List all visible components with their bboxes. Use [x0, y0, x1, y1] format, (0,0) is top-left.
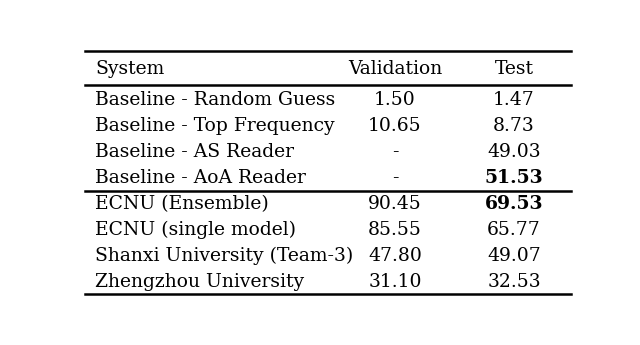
Text: 49.07: 49.07 [487, 247, 541, 265]
Text: 51.53: 51.53 [484, 169, 543, 187]
Text: Zhengzhou University: Zhengzhou University [95, 273, 304, 291]
Text: -: - [392, 169, 398, 187]
Text: 90.45: 90.45 [368, 195, 422, 213]
Text: Baseline - AoA Reader: Baseline - AoA Reader [95, 169, 306, 187]
Text: Shanxi University (Team-3): Shanxi University (Team-3) [95, 247, 353, 265]
Text: Test: Test [495, 60, 534, 78]
Text: ECNU (Ensemble): ECNU (Ensemble) [95, 195, 269, 213]
Text: 69.53: 69.53 [484, 195, 543, 213]
Text: 10.65: 10.65 [368, 117, 422, 135]
Text: Baseline - AS Reader: Baseline - AS Reader [95, 143, 294, 161]
Text: 1.50: 1.50 [374, 91, 416, 109]
Text: 32.53: 32.53 [487, 273, 541, 291]
Text: -: - [392, 143, 398, 161]
Text: 47.80: 47.80 [368, 247, 422, 265]
Text: Baseline - Top Frequency: Baseline - Top Frequency [95, 117, 335, 135]
Text: Validation: Validation [348, 60, 442, 78]
Text: 65.77: 65.77 [487, 221, 541, 239]
Text: 85.55: 85.55 [368, 221, 422, 239]
Text: 1.47: 1.47 [493, 91, 535, 109]
Text: ECNU (single model): ECNU (single model) [95, 221, 296, 239]
Text: 31.10: 31.10 [368, 273, 422, 291]
Text: Baseline - Random Guess: Baseline - Random Guess [95, 91, 335, 109]
Text: 49.03: 49.03 [487, 143, 541, 161]
Text: System: System [95, 60, 164, 78]
Text: 8.73: 8.73 [493, 117, 535, 135]
